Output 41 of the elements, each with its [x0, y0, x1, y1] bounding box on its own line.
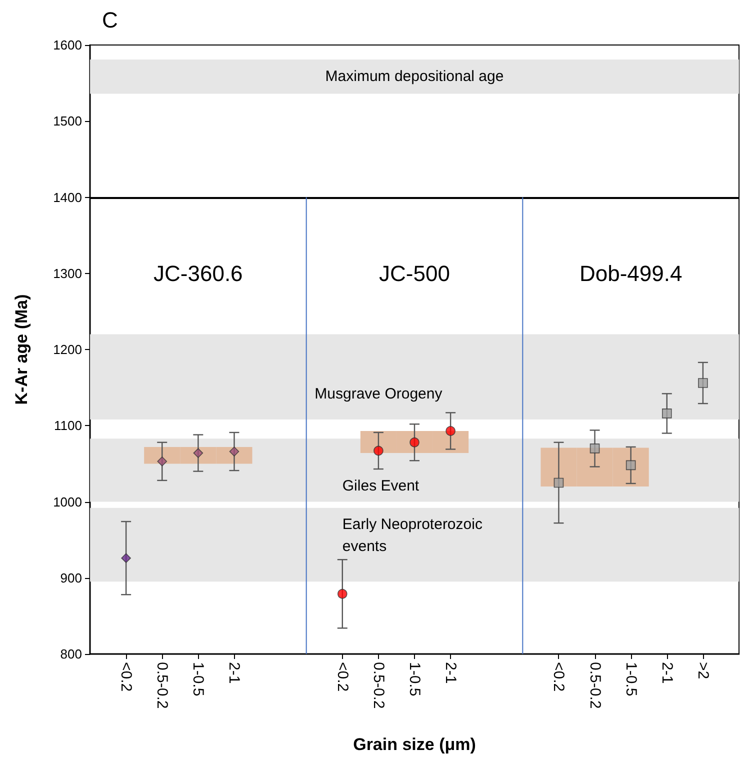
x-tick-label: 2-1 — [226, 662, 243, 684]
y-tick-label: 1500 — [53, 114, 82, 129]
x-tick-label: 1-0.5 — [190, 662, 207, 696]
x-tick-label: 1-0.5 — [622, 662, 640, 696]
point — [446, 426, 456, 436]
chart-title: C — [102, 8, 118, 32]
y-tick-label: 1100 — [54, 418, 82, 434]
x-tick-label: <0.2 — [118, 662, 135, 692]
y-tick-label: 1600 — [53, 38, 82, 52]
y-tick-label: 1200 — [53, 342, 82, 357]
x-tick-label: 2-1 — [658, 662, 676, 684]
point — [554, 478, 564, 488]
band-label: Giles Event — [342, 477, 420, 494]
x-tick-label: >2 — [694, 662, 712, 680]
annotation: JC-360.6 — [154, 260, 243, 286]
y-tick-label: 900 — [60, 570, 82, 586]
point — [338, 588, 348, 599]
x-tick-label: 0.5-0.2 — [370, 662, 387, 709]
x-tick-label: 0.5-0.2 — [586, 662, 604, 709]
x-axis-title: Grain size (μm) — [353, 735, 476, 754]
y-axis-title: K-Ar age (Ma) — [12, 294, 31, 405]
point — [121, 553, 131, 563]
x-tick-label: 1-0.5 — [406, 662, 423, 696]
annotation: JC-500 — [379, 260, 450, 286]
x-tick-label: 2-1 — [442, 662, 460, 684]
y-tick-label: 1000 — [53, 494, 82, 510]
point — [698, 378, 708, 388]
annotation: Dob-499.4 — [579, 260, 682, 286]
x-tick-label: <0.2 — [550, 662, 568, 692]
band-label: Maximum depositional age — [325, 68, 504, 86]
y-tick-label: 800 — [60, 646, 82, 662]
point — [590, 444, 600, 454]
point — [157, 456, 168, 466]
x-tick-label: 0.5-0.2 — [154, 662, 171, 709]
band-label: Musgrave Orogeny — [314, 385, 443, 402]
x-tick-label: <0.2 — [334, 662, 351, 692]
band-label: Early Neoproterozoic events — [342, 516, 483, 556]
point — [662, 408, 672, 418]
y-tick-label: 1400 — [53, 190, 82, 205]
point — [374, 446, 384, 456]
y-tick-label: 1300 — [53, 266, 82, 281]
